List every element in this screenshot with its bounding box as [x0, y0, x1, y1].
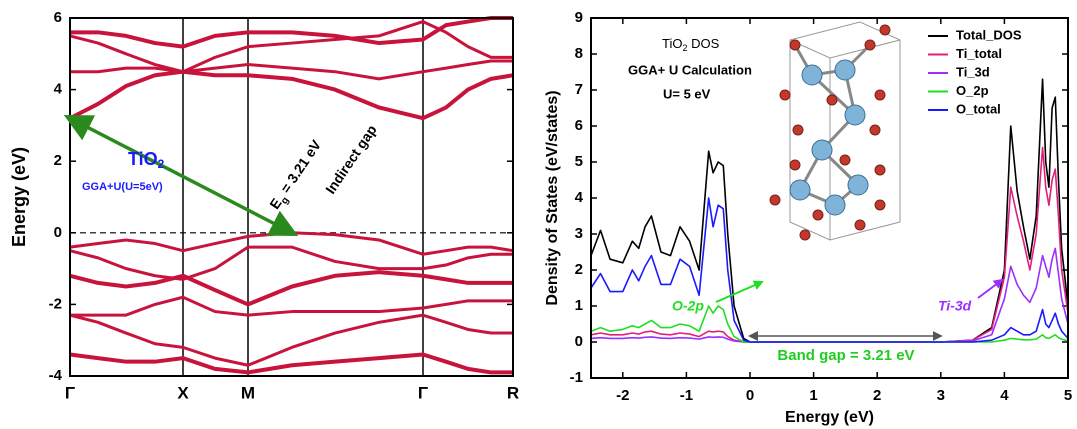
dos-method: GGA+ U Calculation	[628, 62, 752, 77]
band	[70, 72, 513, 119]
gap-type-label: Indirect gap	[322, 122, 380, 197]
y-tick-label: 8	[575, 45, 583, 62]
x-tick-label: 4	[1000, 387, 1009, 404]
band	[70, 61, 513, 79]
band	[70, 355, 513, 373]
band	[70, 315, 513, 365]
legend-label: Total_DOS	[956, 27, 1022, 42]
x-tick-label: Γ	[65, 383, 75, 402]
y-tick-label: 6	[575, 117, 583, 134]
dos-title: TiO2 DOS	[662, 36, 720, 53]
x-tick-label: -1	[680, 387, 693, 404]
legend-label: Ti_3d	[956, 64, 990, 79]
y-tick-label: 2	[575, 261, 583, 278]
x-tick-label: M	[241, 383, 255, 402]
y-tick-label: 1	[575, 297, 583, 314]
y-tick-label: 2	[54, 152, 62, 169]
band	[70, 297, 513, 315]
dos-title-text: TiO	[662, 36, 682, 51]
dos-u: U= 5 eV	[663, 86, 711, 101]
x-axis-label: Energy (eV)	[785, 409, 874, 426]
y-tick-label: 4	[575, 189, 584, 206]
legend-label: O_2p	[956, 83, 989, 98]
y-tick-label: 5	[575, 153, 583, 170]
y-tick-label: -4	[49, 367, 63, 384]
band-gap-label: Band gap = 3.21 eV	[777, 347, 914, 364]
band	[70, 233, 513, 254]
y-tick-label: 3	[575, 225, 583, 242]
x-tick-label: 1	[809, 387, 817, 404]
ti3d-label: Ti-3d	[938, 298, 972, 314]
y-axis-label: Density of States (eV/states)	[544, 90, 561, 305]
crystal-structure	[770, 22, 900, 240]
method-label: GGA+U(U=5eV)	[82, 181, 163, 193]
panel: -4 -2 0 2 4 6 Γ X M Γ R Energy (eV)	[9, 9, 519, 403]
material-label: TiO2	[128, 149, 165, 171]
y-tick-label: 0	[54, 224, 62, 241]
x-tick-label: -2	[616, 387, 629, 404]
y-tick-label: -2	[49, 295, 62, 312]
y-tick-label: -1	[570, 369, 583, 386]
y-tick-label: 0	[575, 333, 583, 350]
o2p-label: O-2p	[672, 298, 704, 314]
gap-label: Eg = 3.21 eV	[266, 136, 327, 214]
material-text: TiO	[128, 149, 158, 169]
gap-label-value: = 3.21 eV	[275, 136, 325, 199]
y-tick-label: 6	[54, 9, 62, 26]
x-tick-label: R	[507, 383, 519, 402]
y-tick-label: 4	[54, 81, 63, 98]
o2p-arrow	[716, 282, 762, 302]
y-tick-label: 7	[575, 81, 583, 98]
x-tick-label: Γ	[418, 383, 428, 402]
x-tick-label: 3	[937, 387, 945, 404]
y-tick-label: 9	[575, 9, 583, 26]
y-axis-label: Energy (eV)	[9, 147, 29, 247]
x-tick-label: 0	[746, 387, 754, 404]
legend-label: Ti_total	[956, 46, 1002, 61]
band	[70, 272, 513, 304]
x-tick-label: X	[177, 383, 189, 402]
legend-label: O_total	[956, 101, 1001, 116]
gap-arrow	[70, 118, 292, 233]
figure: -4 -2 0 2 4 6 Γ X M Γ R Energy (eV) -1 0 1 2 3 4 5 6 7 8 9 -2 -1…	[0, 0, 1077, 429]
band	[70, 22, 513, 72]
x-tick-label: 2	[873, 387, 881, 404]
dos-title-rest: DOS	[687, 36, 719, 51]
x-tick-label: 5	[1064, 387, 1072, 404]
material-subscript: 2	[158, 157, 165, 171]
